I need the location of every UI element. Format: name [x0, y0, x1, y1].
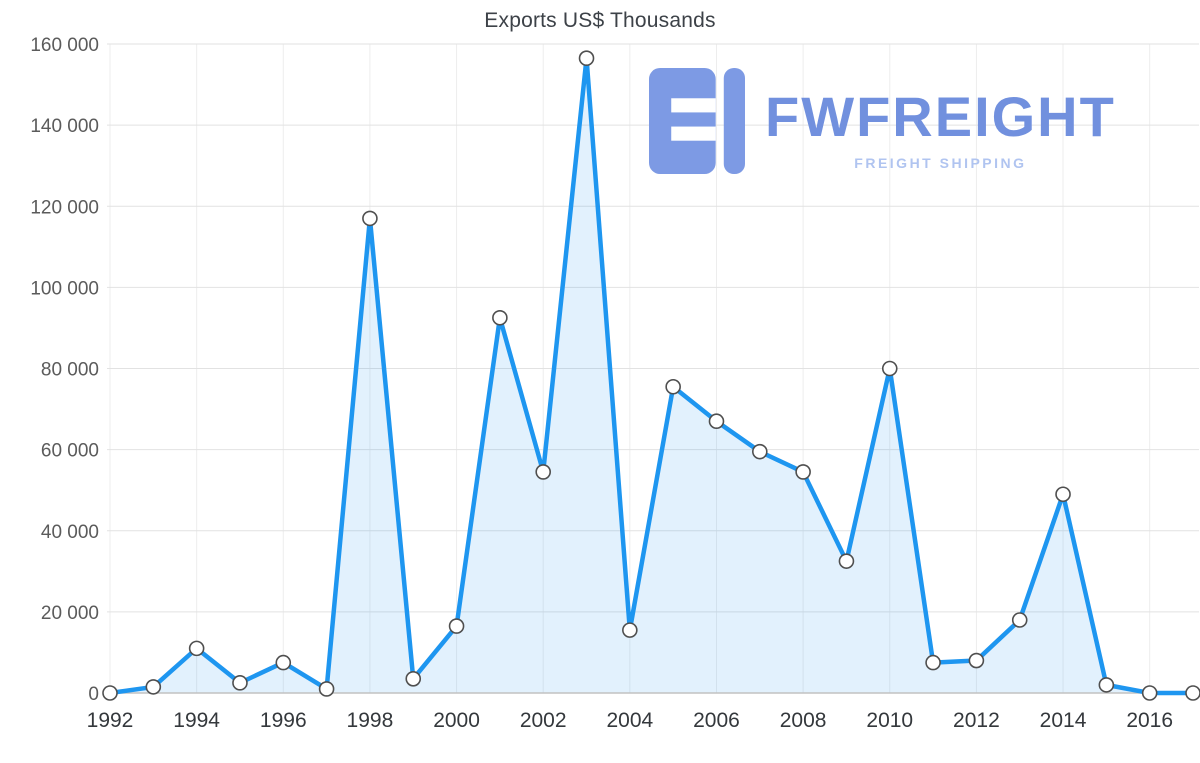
data-point-marker[interactable] [145, 679, 162, 695]
data-point-marker[interactable] [188, 640, 205, 657]
data-point-marker[interactable] [968, 652, 985, 669]
data-point-marker[interactable] [102, 685, 118, 701]
data-point-marker[interactable] [1098, 677, 1115, 693]
data-point-marker[interactable] [665, 378, 681, 395]
trend-line [107, 55, 1196, 696]
data-point-marker[interactable] [448, 618, 465, 634]
data-point-marker[interactable] [838, 553, 855, 569]
x-axis-label: 1998 [347, 709, 394, 732]
data-point-marker[interactable] [1141, 685, 1158, 701]
data-point-marker[interactable] [925, 654, 941, 671]
area-fill [110, 58, 1193, 693]
y-axis-label: 140 000 [30, 116, 99, 137]
y-axis-label: 120 000 [30, 197, 99, 218]
y-axis-label: 20 000 [41, 603, 99, 624]
x-axis-label: 2000 [433, 709, 480, 732]
chart-title: Exports US$ Thousands [484, 9, 716, 32]
y-axis-label: 100 000 [30, 278, 99, 299]
data-point-marker[interactable] [1011, 612, 1028, 628]
data-point-marker[interactable] [362, 210, 378, 227]
data-point-marker[interactable] [275, 654, 292, 671]
fwfreight-logo-watermark: FWFREIGHT FREIGHT SHIPPING [649, 67, 1116, 175]
logo-text-block: FWFREIGHT FREIGHT SHIPPING [765, 85, 1116, 172]
data-point-marker[interactable] [751, 443, 768, 460]
y-axis-label: 0 [88, 684, 99, 705]
data-point-marker[interactable] [622, 622, 638, 638]
data-point-marker[interactable] [492, 309, 508, 326]
data-point-marker[interactable] [1185, 685, 1200, 701]
x-axis-label: 2006 [693, 709, 740, 732]
x-axis-label: 1994 [173, 709, 220, 732]
data-point-marker[interactable] [318, 681, 335, 697]
x-axis-label: 2012 [953, 709, 1000, 732]
x-axis-label: 2004 [606, 709, 653, 732]
data-point-marker[interactable] [535, 464, 552, 480]
x-axis-label: 2008 [780, 709, 827, 732]
y-axis-label: 40 000 [41, 522, 99, 543]
fwfreight-logo-icon [649, 67, 745, 175]
y-axis-label: 80 000 [41, 360, 99, 381]
x-axis-label: 1992 [87, 709, 134, 732]
data-point-marker[interactable] [795, 464, 811, 480]
data-point-marker[interactable] [578, 50, 595, 66]
data-point-marker[interactable] [1055, 486, 1071, 503]
x-axis-label: 2002 [520, 709, 567, 732]
data-point-marker[interactable] [405, 671, 422, 687]
data-point-marker[interactable] [708, 413, 725, 430]
x-axis-label: 2014 [1040, 709, 1087, 732]
x-axis-label: 1996 [260, 709, 307, 732]
y-axis-label: 60 000 [41, 441, 99, 462]
data-point-marker[interactable] [232, 675, 248, 691]
logo-wordmark: FWFREIGHT [765, 85, 1116, 148]
y-axis-label: 160 000 [30, 35, 99, 56]
data-point-marker[interactable] [881, 360, 898, 377]
x-axis-label: 2016 [1126, 709, 1173, 732]
logo-tagline: FREIGHT SHIPPING [854, 155, 1027, 171]
x-axis-label: 2010 [866, 709, 913, 732]
